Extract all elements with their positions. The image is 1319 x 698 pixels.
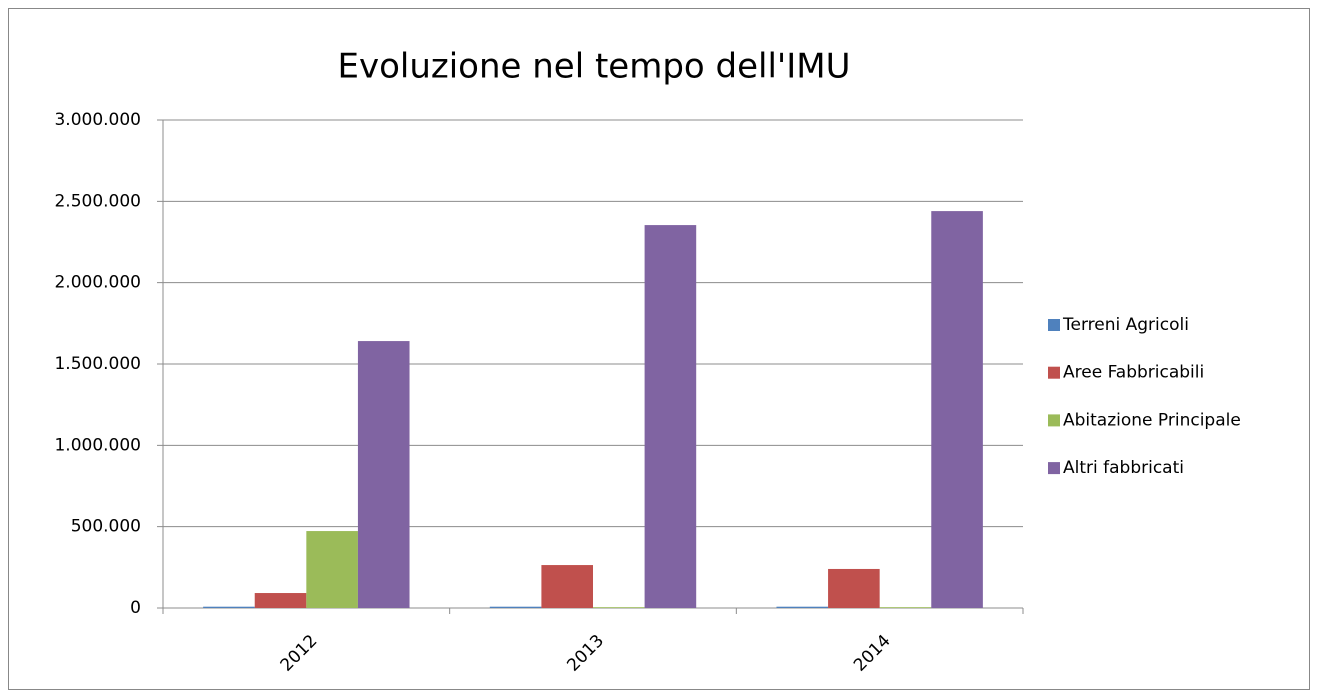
legend-swatch xyxy=(1048,462,1060,475)
legend-label: Aree Fabbricabili xyxy=(1063,363,1204,383)
legend-label: Terreni Agricoli xyxy=(1062,315,1189,335)
y-tick-label: 500.000 xyxy=(71,517,141,537)
bar xyxy=(593,607,645,608)
bar xyxy=(644,225,697,608)
legend-swatch xyxy=(1048,366,1060,379)
bar xyxy=(306,531,358,608)
bar xyxy=(254,593,307,608)
y-tick-label: 2.500.000 xyxy=(54,191,141,211)
y-tick-label: 3.000.000 xyxy=(54,110,141,130)
bar xyxy=(828,568,880,608)
legend-swatch xyxy=(1048,319,1060,331)
bar xyxy=(357,341,410,608)
bar xyxy=(776,606,829,608)
bar xyxy=(931,211,983,609)
y-tick-label: 1.500.000 xyxy=(54,354,141,374)
bar xyxy=(541,565,593,608)
bar xyxy=(489,606,542,608)
bar xyxy=(879,607,932,608)
y-tick-label: 1.000.000 xyxy=(54,435,141,455)
y-tick-label: 0 xyxy=(130,598,141,618)
legend-swatch xyxy=(1048,414,1060,427)
bar xyxy=(203,606,255,608)
chart-title: Evoluzione nel tempo dell'IMU xyxy=(337,47,850,87)
legend-label: Altri fabbricati xyxy=(1063,458,1184,478)
legend-label: Abitazione Principale xyxy=(1063,410,1241,430)
y-tick-label: 2.000.000 xyxy=(54,273,141,293)
